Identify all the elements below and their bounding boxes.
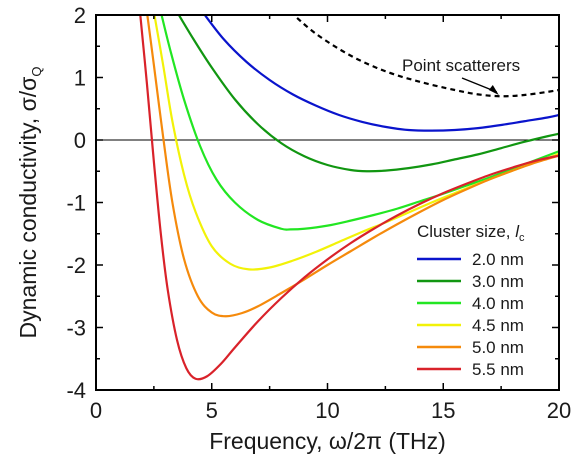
y-tick-label: -4 — [66, 378, 86, 403]
annotation-layer: Point scatterers — [402, 56, 520, 95]
y-axis-label: Dynamic conductivity, σ/σQ — [15, 67, 44, 339]
y-tick-label: -2 — [66, 253, 86, 278]
legend-label: 4.0 nm — [472, 294, 524, 313]
legend-title-sub: c — [519, 232, 525, 244]
legend-label: 4.5 nm — [472, 316, 524, 335]
series-layer — [96, 15, 559, 381]
series-line-5-5-nm — [139, 15, 559, 381]
x-tick-label: 20 — [547, 398, 571, 423]
legend-label: 5.5 nm — [472, 360, 524, 379]
x-tick-label: 15 — [431, 398, 455, 423]
legend: Cluster size, lc 2.0 nm 3.0 nm 4.0 nm 4.5 nm… — [417, 222, 525, 379]
x-tick-label: 0 — [90, 398, 102, 423]
legend-label: 2.0 nm — [472, 250, 524, 269]
series-line-2-0-nm — [203, 15, 559, 132]
series-line-3-0-nm — [177, 15, 559, 173]
series-line-4-0-nm — [160, 15, 559, 231]
x-tick-label: 5 — [206, 398, 218, 423]
y-tick-label: -1 — [66, 191, 86, 216]
legend-label: 5.0 nm — [472, 338, 524, 357]
y-axis-label-main: Dynamic conductivity, σ/σ — [15, 77, 41, 339]
legend-label: 3.0 nm — [472, 272, 524, 291]
y-tick-label: 0 — [74, 128, 86, 153]
legend-title-var: l — [515, 222, 520, 241]
annotation-arrowhead — [488, 85, 499, 95]
series-line-point-scatterers — [292, 15, 559, 98]
y-tick-label: 2 — [74, 3, 86, 28]
x-axis-label: Frequency, ω/2π (THz) — [209, 428, 446, 454]
y-tick-label: 1 — [74, 66, 86, 91]
y-axis-label-sub: Q — [29, 67, 44, 77]
legend-title-main: Cluster size, — [417, 222, 515, 241]
annotation-label: Point scatterers — [402, 56, 520, 75]
legend-title: Cluster size, lc — [417, 222, 525, 244]
y-tick-label: -3 — [66, 316, 86, 341]
series-line-5-0-nm — [146, 15, 559, 318]
x-tick-label: 10 — [315, 398, 339, 423]
